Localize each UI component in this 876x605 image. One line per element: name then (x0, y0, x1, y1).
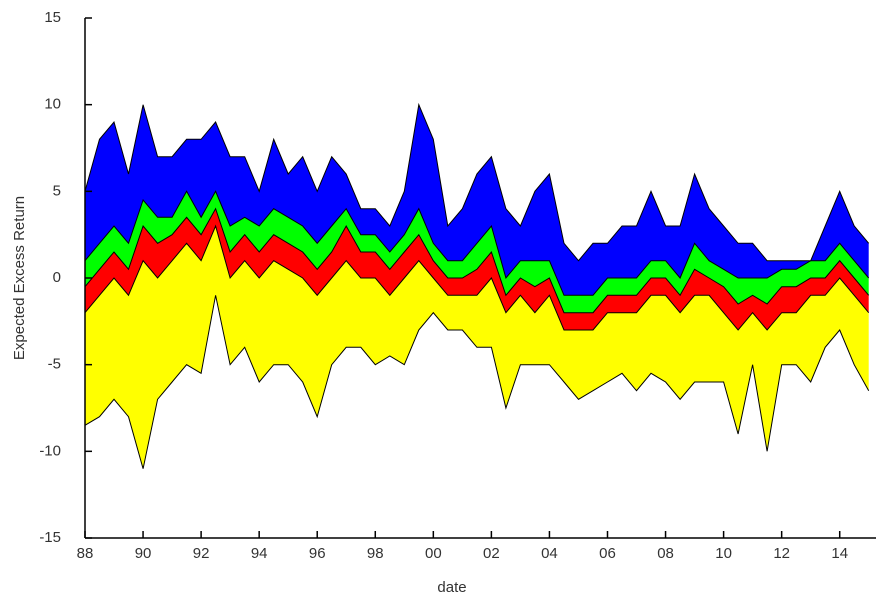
y-tick-label: 0 (53, 269, 61, 286)
x-tick-label: 10 (715, 545, 732, 562)
x-tick-label: 00 (425, 545, 442, 562)
series-line (84, 207, 870, 314)
x-tick-label: 96 (309, 545, 326, 562)
x-tick-label: 08 (657, 545, 674, 562)
y-tick-label: -5 (48, 356, 61, 373)
y-tick-label: 15 (44, 9, 61, 26)
x-tick-label: 94 (251, 545, 268, 562)
band (85, 226, 869, 469)
x-tick-label: 02 (483, 545, 500, 562)
x-tick-label: 88 (77, 545, 94, 562)
y-tick-label: -10 (39, 442, 61, 459)
x-axis-label: date (437, 579, 466, 596)
x-tick-label: 14 (831, 545, 848, 562)
series-line (84, 295, 870, 469)
series-line (84, 224, 870, 331)
x-tick-label: 04 (541, 545, 558, 562)
series-line (84, 102, 870, 262)
x-tick-label: 90 (135, 545, 152, 562)
x-tick-label: 06 (599, 545, 616, 562)
x-tick-label: 12 (773, 545, 790, 562)
x-tick-label: 92 (193, 545, 210, 562)
series-line (84, 190, 870, 296)
y-axis-label: Expected Excess Return (11, 196, 28, 360)
x-tick-label: 98 (367, 545, 384, 562)
y-tick-label: 10 (44, 96, 61, 113)
band (85, 191, 869, 313)
y-tick-label: -15 (39, 529, 61, 546)
band (85, 104, 869, 296)
y-tick-label: 5 (53, 182, 61, 199)
